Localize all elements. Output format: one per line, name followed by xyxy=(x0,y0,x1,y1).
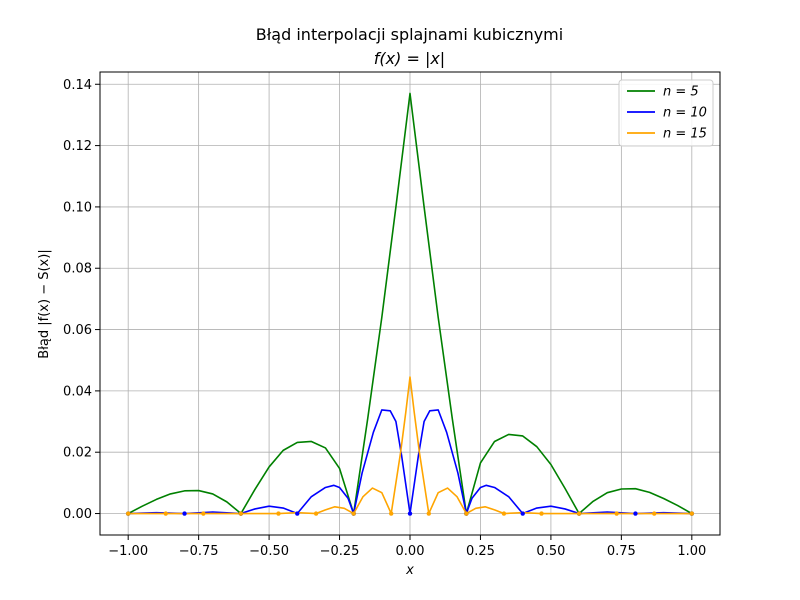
y-tick-label: 0.10 xyxy=(63,200,92,215)
y-tick-label: 0.08 xyxy=(63,262,92,277)
node-marker xyxy=(426,511,431,516)
node-marker xyxy=(295,511,300,516)
y-axis-label: Błąd |f(x) − S(x)| xyxy=(37,249,52,358)
node-marker xyxy=(539,511,544,516)
node-marker xyxy=(633,511,638,516)
node-marker xyxy=(652,511,657,516)
x-tick-label: −0.25 xyxy=(320,544,360,559)
x-tick-label: 0.25 xyxy=(466,544,495,559)
y-tick-label: 0.00 xyxy=(63,507,92,522)
y-tick-label: 0.14 xyxy=(63,78,92,93)
chart-subtitle: f(x) = |x| xyxy=(374,49,445,68)
node-marker xyxy=(125,511,131,516)
legend: n = 5 n = 10 n = 15 xyxy=(618,79,714,147)
y-tick-label: 0.12 xyxy=(63,139,92,154)
x-tick-label: 0.75 xyxy=(607,544,636,559)
node-marker xyxy=(238,511,244,516)
x-tick-label: −0.75 xyxy=(179,544,219,559)
node-markers xyxy=(125,511,695,516)
legend-box xyxy=(618,79,714,147)
node-marker xyxy=(614,511,619,516)
node-marker xyxy=(182,511,187,516)
legend-label-3: n = 15 xyxy=(663,127,707,142)
y-tick-label: 0.02 xyxy=(63,446,92,461)
chart-title: Błąd interpolacji splajnami kubicznymi xyxy=(256,25,563,44)
x-tick-label: −0.50 xyxy=(249,544,289,559)
node-marker xyxy=(276,511,281,516)
node-marker xyxy=(689,511,695,516)
x-axis-ticks: −1.00 −0.75 −0.50 −0.25 0.00 0.25 0.50 0.75 1.00 xyxy=(108,535,706,559)
x-tick-label: 1.00 xyxy=(677,544,706,559)
node-marker xyxy=(464,511,469,516)
x-tick-label: 0.50 xyxy=(536,544,565,559)
node-marker xyxy=(313,511,319,516)
y-axis-ticks: 0.00 0.02 0.04 0.06 0.08 0.10 0.12 0.14 xyxy=(63,78,100,522)
node-marker xyxy=(351,511,356,516)
legend-label-1: n = 5 xyxy=(663,85,699,100)
node-marker xyxy=(389,511,394,516)
node-marker xyxy=(520,511,525,516)
series-line-1 xyxy=(127,92,693,515)
series-line-3 xyxy=(128,376,692,515)
x-axis-label: x xyxy=(405,563,414,578)
node-marker xyxy=(407,511,413,516)
grid xyxy=(100,72,720,535)
node-marker xyxy=(501,511,507,516)
node-marker xyxy=(163,511,168,516)
y-tick-label: 0.04 xyxy=(63,384,92,399)
x-tick-label: −1.00 xyxy=(108,544,148,559)
y-tick-label: 0.06 xyxy=(63,323,92,338)
node-marker xyxy=(201,511,206,516)
x-tick-label: 0.00 xyxy=(396,544,425,559)
legend-label-2: n = 10 xyxy=(663,106,707,121)
node-marker xyxy=(576,511,582,516)
